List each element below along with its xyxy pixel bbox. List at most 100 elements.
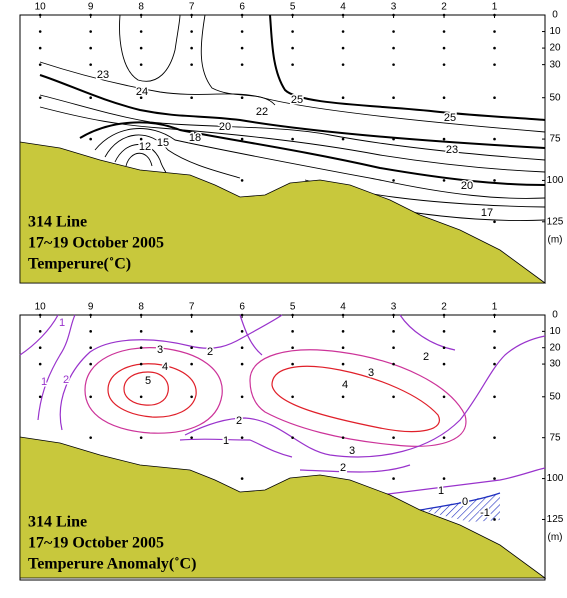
sample-point: [493, 30, 496, 33]
sample-point: [291, 30, 294, 33]
sample-point: [139, 395, 143, 399]
station-label: 1: [492, 302, 498, 313]
contour-label: 0: [462, 496, 468, 508]
contour-label: 18: [189, 132, 201, 144]
sample-point: [38, 46, 42, 50]
station-label: 5: [290, 302, 296, 313]
sample-point: [341, 362, 345, 366]
sample-point: [190, 63, 193, 66]
sample-point: [291, 137, 294, 141]
sample-point: [139, 96, 143, 100]
depth-label: 10: [549, 326, 561, 337]
sample-point: [493, 518, 496, 521]
sample-point: [392, 313, 395, 317]
sample-point: [89, 436, 92, 439]
sample-point: [493, 220, 496, 224]
sample-point: [291, 13, 294, 17]
info-variable: Temperure(˚C): [28, 256, 131, 273]
contour-label: 4: [162, 361, 168, 373]
contour-line: [419, 492, 501, 511]
sample-point: [38, 362, 42, 366]
contour-line: [104, 134, 241, 179]
sample-point: [139, 346, 143, 350]
sample-point: [89, 63, 92, 66]
sample-point: [493, 13, 496, 17]
sample-point: [190, 13, 193, 17]
contour-label: 24: [136, 86, 148, 98]
depth-label: 20: [549, 342, 561, 353]
sample-point: [442, 362, 446, 366]
negative-area: [420, 493, 500, 522]
station-label: 7: [189, 302, 195, 313]
contour-line: [409, 211, 546, 221]
station-label: 8: [138, 2, 144, 13]
sample-point: [493, 137, 496, 141]
contour-line: [39, 106, 546, 173]
contour-label: 25: [291, 94, 303, 106]
sample-point: [493, 346, 496, 350]
sample-point: [442, 477, 446, 480]
sample-point: [139, 63, 143, 66]
sample-point: [493, 179, 496, 182]
contour-label: 1: [41, 376, 47, 388]
station-label: 3: [391, 2, 397, 13]
contour-label: 2: [340, 462, 346, 474]
station-label: 9: [88, 302, 94, 313]
contour-line: [39, 74, 546, 149]
sample-point: [89, 137, 92, 141]
contour-label: 12: [139, 141, 151, 153]
contour-label: 1: [59, 317, 65, 329]
info-subtitle: 17~19 October 2005: [28, 235, 164, 252]
sample-point: [291, 46, 294, 50]
sample-point: [493, 46, 496, 50]
sample-point: [442, 137, 446, 141]
seabed: [19, 436, 547, 579]
sample-point: [139, 13, 143, 17]
contour-label: 2: [423, 351, 429, 363]
sample-point: [240, 313, 244, 317]
sample-point: [392, 330, 395, 333]
contour-label: 3: [157, 344, 163, 356]
contour-line: [125, 152, 153, 167]
sample-point: [442, 330, 446, 333]
contour-line: [79, 121, 546, 186]
contour-line: [379, 467, 546, 496]
sample-point: [442, 436, 446, 439]
sample-point: [190, 346, 193, 350]
contour-line: [299, 464, 411, 473]
station-label: 4: [340, 2, 346, 13]
depth-unit: (m): [548, 532, 563, 543]
contour-label: 2: [63, 374, 69, 386]
station-label: 6: [239, 302, 245, 313]
depth-label: 125: [547, 514, 564, 525]
contour-line: [39, 61, 546, 133]
contours: [19, 314, 546, 496]
sample-point: [493, 362, 496, 366]
contour-line: [84, 347, 223, 434]
sample-point: [392, 395, 395, 399]
sample-point: [38, 30, 42, 33]
sample-point: [139, 30, 143, 33]
sample-point: [493, 63, 496, 66]
contour-line: [249, 349, 467, 447]
sample-point: [392, 63, 395, 66]
contour-label: 3: [368, 367, 374, 379]
sample-point: [89, 30, 92, 33]
sample-point: [240, 46, 244, 50]
sample-point: [493, 395, 496, 399]
contour-line: [179, 438, 293, 458]
sample-point: [240, 362, 244, 366]
sample-point: [190, 395, 193, 399]
sample-point: [291, 96, 294, 100]
sample-point: [442, 13, 446, 17]
panel-temperature: 10 9 8 7 6 5 4 3 2 101020305075100125(m)232425222…: [19, 2, 564, 284]
sample-point: [392, 436, 395, 439]
sample-point: [392, 30, 395, 33]
contour-label: 20: [219, 121, 231, 133]
sample-point: [139, 137, 143, 141]
depth-label: 20: [549, 43, 561, 54]
contours: [39, 14, 546, 221]
sample-point: [89, 346, 92, 350]
station-label: 9: [88, 2, 94, 13]
sample-point: [89, 330, 92, 333]
